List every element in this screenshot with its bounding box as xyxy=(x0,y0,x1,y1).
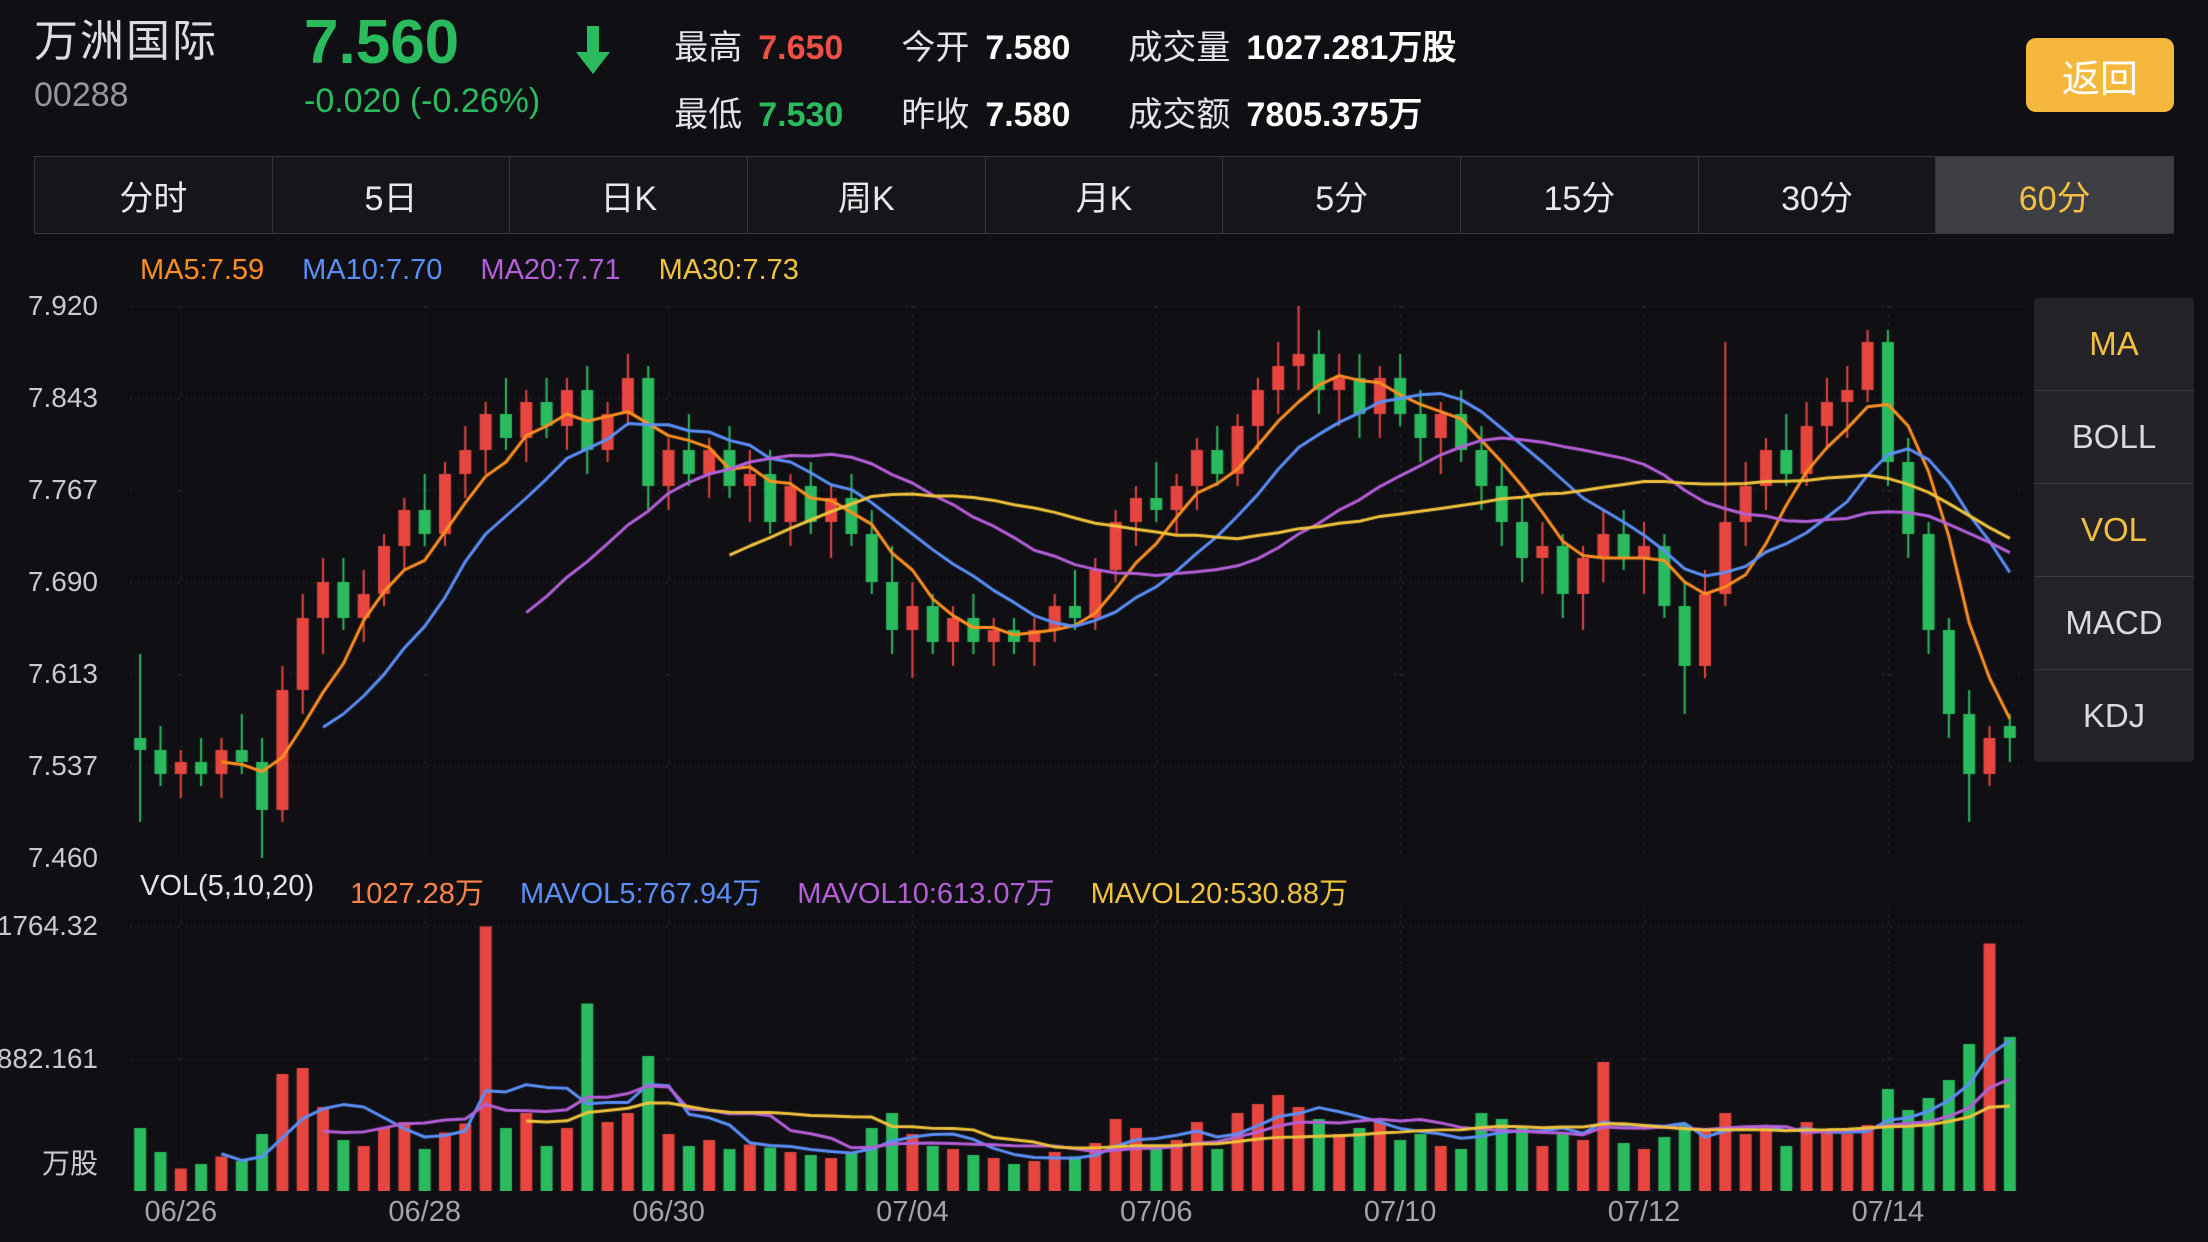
high-label: 最高 xyxy=(674,29,743,67)
volume-axis-label: 882.161 xyxy=(0,1042,98,1074)
volume-axis-unit: 万股 xyxy=(41,1148,98,1179)
date-axis-label: 06/26 xyxy=(144,1196,218,1228)
date-axis-label: 07/10 xyxy=(1363,1196,1437,1228)
price-axis-label: 7.537 xyxy=(27,749,98,781)
date-axis-label: 07/14 xyxy=(1851,1196,1925,1228)
date-axis-label: 06/28 xyxy=(388,1196,461,1228)
indicator-boll[interactable]: BOLL xyxy=(2034,391,2194,484)
price-axis-label: 7.460 xyxy=(27,842,98,873)
volume-chart[interactable] xyxy=(130,906,2020,1191)
mavol20-legend: MAVOL20:530.88万 xyxy=(1090,878,1348,910)
prev-close-label: 昨收 xyxy=(901,96,970,134)
tab-timeline[interactable]: 分时 xyxy=(34,156,273,234)
open-value: 7.580 xyxy=(985,29,1071,67)
prev-close-value: 7.580 xyxy=(985,96,1071,134)
stock-header: 万洲国际 00288 7.560 -0.020 (-0.26%) 最高 7.65… xyxy=(0,0,2208,152)
tab-15min[interactable]: 15分 xyxy=(1460,156,1699,234)
date-axis-label: 07/06 xyxy=(1119,1196,1193,1228)
stat-high: 最高 7.650 xyxy=(674,20,843,69)
low-label: 最低 xyxy=(674,96,743,134)
volume-legend: VOL(5,10,20) 1027.28万 MAVOL5:767.94万 MAV… xyxy=(140,870,1348,912)
volume-label: 成交量 xyxy=(1128,29,1231,67)
stat-prev-close: 昨收 7.580 xyxy=(901,87,1070,136)
price-change: -0.020 (-0.26%) xyxy=(304,82,541,120)
date-axis-label: 06/30 xyxy=(632,1196,705,1228)
quote-stats: 最高 7.650 今开 7.580 成交量 1027.281万股 最低 7.53… xyxy=(674,20,1456,136)
tab-5min[interactable]: 5分 xyxy=(1222,156,1462,234)
chart-period-tabs: 分时 5日 日K 周K 月K 5分 15分 30分 60分 xyxy=(34,156,2175,234)
indicator-vol[interactable]: VOL xyxy=(2034,484,2194,577)
candlestick-chart[interactable] xyxy=(130,306,2020,858)
stock-name: 万洲国际 xyxy=(34,17,218,66)
ma30-legend: MA30:7.73 xyxy=(658,254,799,286)
ma10-legend: MA10:7.70 xyxy=(302,254,443,286)
volume-value: 1027.281万股 xyxy=(1246,29,1457,67)
price-axis-label: 7.920 xyxy=(27,290,98,321)
vol-indicator-title: VOL(5,10,20) xyxy=(140,870,315,902)
stock-identity: 万洲国际 00288 xyxy=(34,16,218,115)
indicator-macd[interactable]: MACD xyxy=(2034,577,2194,670)
price-axis: 7.920 7.843 7.767 7.690 7.613 7.537 7.460 xyxy=(0,290,112,873)
mavol5-legend: MAVOL5:767.94万 xyxy=(519,878,762,910)
stat-low: 最低 7.530 xyxy=(674,87,843,136)
price-axis-label: 7.613 xyxy=(27,658,98,690)
tab-weekly-k[interactable]: 周K xyxy=(747,156,986,234)
ma20-legend: MA20:7.71 xyxy=(480,254,621,286)
indicator-panel: MA BOLL VOL MACD KDJ xyxy=(2034,298,2194,762)
price-down-arrow-icon xyxy=(574,24,612,81)
date-axis-label: 07/04 xyxy=(876,1196,949,1228)
open-label: 今开 xyxy=(901,29,970,67)
price-axis-label: 7.690 xyxy=(27,566,98,597)
current-price: 7.560 xyxy=(304,8,460,77)
tab-60min[interactable]: 60分 xyxy=(1935,156,2175,234)
ma5-legend: MA5:7.59 xyxy=(140,254,265,286)
price-block: 7.560 -0.020 (-0.26%) xyxy=(304,10,540,121)
vol-current-value: 1027.28万 xyxy=(350,878,484,910)
volume-axis: 1764.32 882.161 万股 xyxy=(0,906,112,1191)
high-value: 7.650 xyxy=(758,29,844,67)
ma-legend: MA5:7.59 MA10:7.70 MA20:7.71 MA30:7.73 xyxy=(140,254,799,287)
stat-open: 今开 7.580 xyxy=(901,20,1070,69)
turnover-label: 成交额 xyxy=(1128,96,1231,134)
stat-turnover: 成交额 7805.375万 xyxy=(1128,87,1456,136)
indicator-kdj[interactable]: KDJ xyxy=(2082,697,2146,734)
back-button[interactable]: 返回 xyxy=(2026,38,2174,112)
indicator-ma[interactable]: MA xyxy=(2034,298,2194,391)
low-value: 7.530 xyxy=(758,96,844,134)
stock-code: 00288 xyxy=(34,76,129,114)
volume-axis-label: 1764.32 xyxy=(0,910,98,942)
tab-30min[interactable]: 30分 xyxy=(1697,156,1937,234)
turnover-value: 7805.375万 xyxy=(1246,96,1423,134)
stat-volume: 成交量 1027.281万股 xyxy=(1128,20,1456,69)
tab-5day[interactable]: 5日 xyxy=(271,156,511,234)
price-axis-label: 7.843 xyxy=(27,382,98,414)
mavol10-legend: MAVOL10:613.07万 xyxy=(797,878,1055,910)
price-axis-label: 7.767 xyxy=(27,473,98,505)
tab-monthly-k[interactable]: 月K xyxy=(984,156,1224,234)
date-axis-label: 07/12 xyxy=(1607,1196,1681,1228)
date-axis: 06/26 06/28 06/30 07/04 07/06 07/10 07/12 07/14 xyxy=(130,1196,2020,1236)
tab-daily-k[interactable]: 日K xyxy=(509,156,749,234)
